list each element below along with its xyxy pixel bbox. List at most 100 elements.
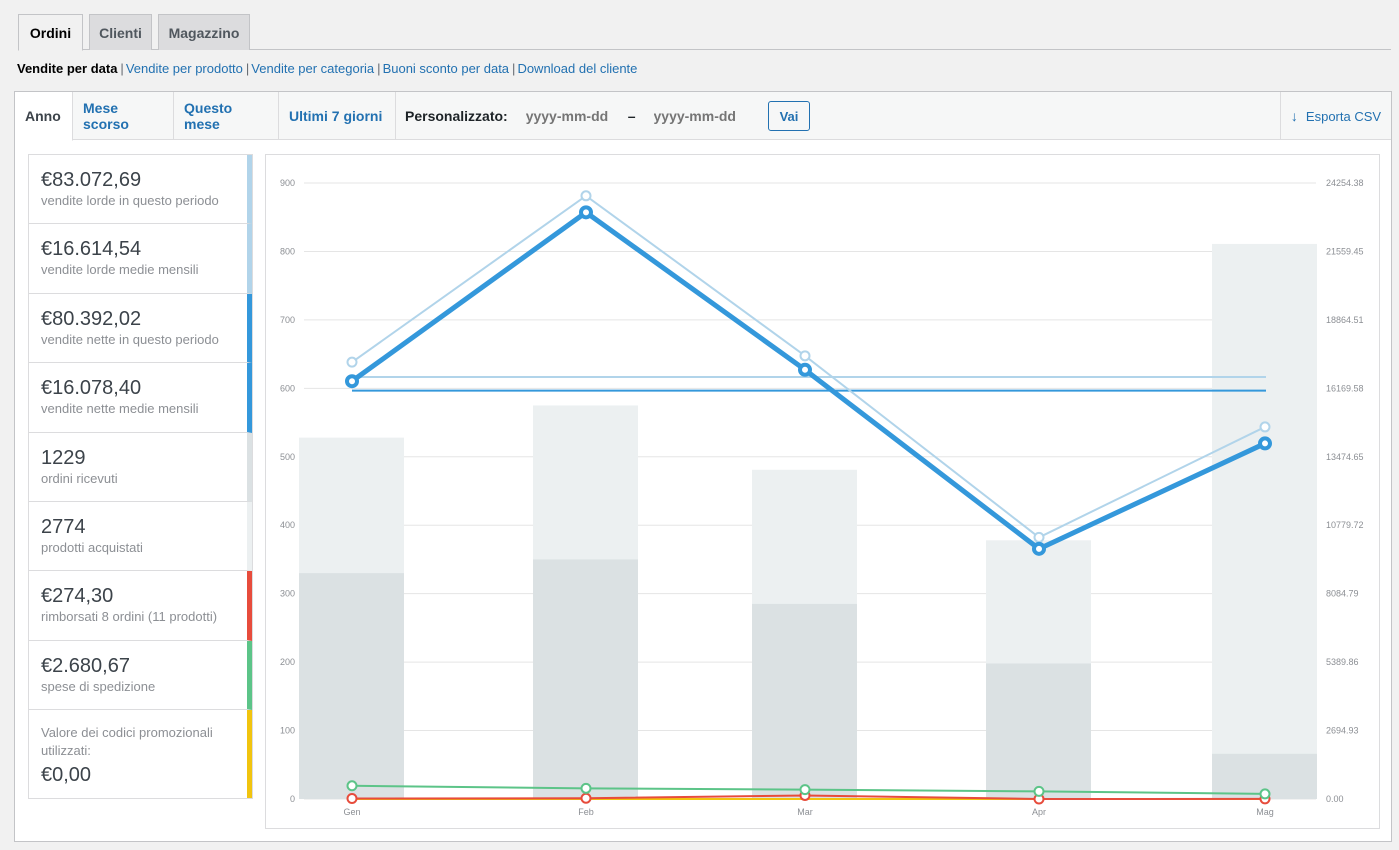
range-tab-questo-mese[interactable]: Questo mese (174, 92, 279, 140)
legend-item[interactable]: €274,30 rimborsati 8 ordini (11 prodotti) (29, 571, 252, 641)
legend-label: Valore dei codici promozionali utilizzat… (41, 725, 213, 759)
series-point (799, 350, 811, 362)
report-sub-links: Vendite per data | Vendite per prodotto | Ve… (17, 61, 637, 76)
legend-label: ordini ricevuti (41, 470, 118, 486)
date-dash: – (627, 108, 636, 124)
y-right-tick-label: 16169.58 (1326, 383, 1364, 393)
y-left-tick-label: 500 (280, 452, 295, 462)
series-point (1259, 788, 1271, 800)
range-tab-anno[interactable]: Anno (15, 92, 73, 141)
legend-value: €16.614,54 (41, 238, 142, 261)
y-left-tick-label: 900 (280, 178, 295, 188)
chart-area: 0 0.00 100 2694.93 200 5389.86 300 8084.79 400 10… (265, 154, 1380, 829)
custom-range-label: Personalizzato: (405, 108, 508, 124)
x-tick-label: Feb (578, 807, 594, 817)
series-point (579, 205, 593, 220)
y-right-tick-label: 0.00 (1326, 794, 1344, 804)
bar (986, 663, 1091, 799)
series-point (1259, 421, 1271, 433)
legend-value: 2774 (41, 515, 86, 538)
bar (299, 573, 404, 799)
y-left-tick-label: 0 (290, 794, 295, 804)
legend-item[interactable]: €83.072,69 vendite lorde in questo period… (29, 155, 252, 225)
legend-value: €274,30 (41, 585, 114, 608)
legend-value: €0,00 (41, 764, 92, 787)
tab-clienti[interactable]: Clienti (89, 14, 152, 50)
legend-label: spese di spedizione (41, 678, 156, 694)
y-left-tick-label: 100 (280, 726, 295, 736)
y-left-tick-label: 600 (280, 383, 295, 393)
legend-label: prodotti acquistati (41, 539, 143, 555)
series-point (1033, 785, 1045, 797)
legend-label: vendite nette in questo periodo (41, 331, 219, 347)
separator: | (120, 61, 124, 76)
series-point (346, 792, 358, 804)
separator: | (377, 61, 381, 76)
y-right-tick-label: 2694.93 (1326, 726, 1359, 736)
download-arrow-icon: ↓ (1290, 108, 1298, 124)
legend-item[interactable]: 1229 ordini ricevuti (29, 432, 252, 502)
legend-value: €83.072,69 (41, 169, 142, 191)
link-vendite-per-categoria[interactable]: Vendite per categoria (251, 61, 375, 76)
y-right-tick-label: 10779.72 (1326, 520, 1364, 530)
go-button[interactable]: Vai (768, 101, 810, 131)
series-point (580, 190, 592, 202)
separator: | (245, 61, 250, 76)
report-box: Anno Mese scorso Questo mese Ultimi 7 gi… (14, 91, 1392, 842)
legend-item[interactable]: €16.614,54 vendite lorde medie mensili (29, 224, 252, 294)
link-download-cliente[interactable]: Download del cliente (517, 61, 638, 76)
stats-range-bar: Anno Mese scorso Questo mese Ultimi 7 gi… (15, 92, 1391, 141)
sales-chart: 0 0.00 100 2694.93 200 5389.86 300 8084.79 400 10… (280, 178, 1364, 817)
series-point (798, 362, 812, 377)
series-point (346, 356, 358, 368)
legend-label: vendite nette medie mensili (41, 401, 199, 417)
y-left-tick-label: 400 (280, 520, 295, 530)
y-left-tick-label: 800 (280, 246, 295, 256)
export-csv-label: Esporta CSV (1305, 108, 1382, 124)
legend-item[interactable]: €80.392,02 vendite nette in questo period… (29, 293, 252, 364)
legend-value: €16.078,40 (41, 377, 142, 400)
link-vendite-per-data: Vendite per data (17, 61, 118, 76)
legend-label: rimborsati 8 ordini (11 prodotti) (41, 609, 218, 625)
x-tick-label: Mar (797, 807, 813, 817)
range-tab-ultimi-7-giorni[interactable]: Ultimi 7 giorni (279, 92, 396, 140)
series-point (580, 782, 592, 794)
tab-ordini[interactable]: Ordini (18, 14, 83, 51)
y-right-tick-label: 8084.79 (1326, 589, 1359, 599)
legend-item[interactable]: 2774 prodotti acquistati (29, 501, 252, 572)
y-right-tick-label: 21559.45 (1326, 246, 1364, 256)
legend-item[interactable]: €2.680,67 spese di spedizione (29, 640, 252, 711)
x-tick-label: Gen (343, 807, 360, 817)
y-right-tick-label: 13474.65 (1326, 452, 1364, 462)
tab-magazzino[interactable]: Magazzino (158, 14, 250, 50)
export-csv-button[interactable]: ↓ Esporta CSV (1280, 92, 1391, 140)
series-point (580, 792, 592, 804)
series-point (1032, 541, 1046, 556)
y-left-tick-label: 200 (280, 657, 295, 667)
legend-value: €80.392,02 (41, 307, 142, 330)
link-vendite-per-prodotto[interactable]: Vendite per prodotto (125, 61, 243, 76)
legend-value: 1229 (41, 446, 86, 469)
bar (752, 603, 857, 799)
legend-item[interactable]: Valore dei codici promozionali utilizzat… (29, 710, 252, 799)
bar (1212, 243, 1317, 800)
range-tab-mese-scorso[interactable]: Mese scorso (73, 92, 174, 140)
y-left-tick-label: 700 (280, 315, 295, 325)
legend-label: vendite lorde medie mensili (41, 262, 199, 278)
y-right-tick-label: 24254.38 (1326, 178, 1364, 188)
start-date-input[interactable] (525, 108, 626, 124)
legend-label: vendite lorde in questo periodo (41, 193, 219, 208)
legend-item[interactable]: €16.078,40 vendite nette medie mensili (29, 363, 252, 433)
nav-tabs: Ordini Clienti Magazzino (18, 14, 1391, 51)
series-point (799, 784, 811, 796)
y-right-tick-label: 18864.51 (1326, 315, 1364, 325)
bar (533, 559, 638, 799)
series-point (346, 780, 358, 792)
link-buoni-sconto[interactable]: Buoni sconto per data (382, 61, 510, 76)
chart-legend: €83.072,69 vendite lorde in questo period… (28, 154, 253, 800)
separator: | (512, 61, 516, 76)
end-date-input[interactable] (653, 108, 754, 124)
series-point (345, 374, 359, 389)
series-point (1033, 531, 1045, 543)
x-tick-label: Apr (1032, 807, 1046, 817)
